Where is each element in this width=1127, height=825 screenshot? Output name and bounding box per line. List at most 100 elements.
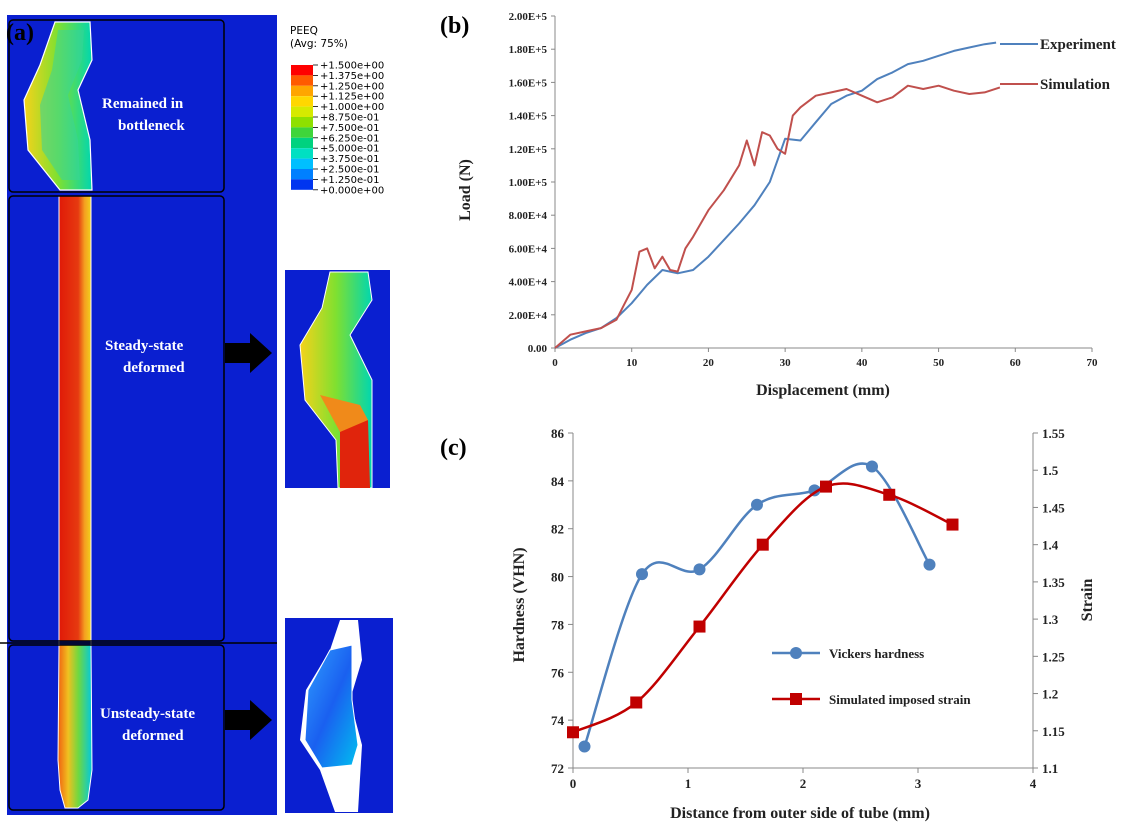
x-tick-label: 60 — [1010, 357, 1022, 369]
y2-tick-label: 1.1 — [1042, 761, 1058, 776]
data-point-simulated-imposed-strain — [820, 480, 832, 493]
data-point-vickers-hardness — [636, 568, 648, 581]
chart-c-y2-title: Strain — [1079, 579, 1096, 622]
y2-tick-label: 1.2 — [1042, 687, 1058, 702]
data-point-vickers-hardness — [751, 498, 763, 511]
region-box-unsteady — [8, 644, 225, 811]
x-tick-label: 2 — [800, 776, 807, 791]
chart-c-y-title: Hardness (VHN) — [511, 547, 528, 662]
steady-state-rod — [59, 196, 91, 641]
y-tick-label: 1.40E+5 — [509, 111, 548, 123]
legend-label-hardness: Vickers hardness — [829, 646, 924, 661]
x-tick-label: 20 — [703, 357, 715, 369]
y-tick-label: 0.00 — [528, 343, 548, 355]
inset-unsteady-shape — [304, 644, 359, 769]
legend-value: +0.000e+00 — [320, 185, 384, 196]
y2-tick-label: 1.25 — [1042, 649, 1065, 664]
legend-color-swatch — [291, 106, 313, 117]
y-tick-label: 4.00E+4 — [509, 277, 548, 289]
data-point-vickers-hardness — [693, 563, 706, 576]
y2-tick-label: 1.45 — [1042, 500, 1065, 515]
legend-label-strain: Simulated imposed strain — [829, 692, 971, 707]
legend-color-swatch — [291, 137, 313, 149]
legend-title-line1: PEEQ — [290, 25, 318, 37]
y-tick-label: 80 — [551, 570, 564, 585]
legend-color-swatch — [291, 65, 313, 76]
data-point-simulated-imposed-strain — [630, 696, 643, 709]
legend-value: +8.750e-01 — [320, 113, 380, 124]
legend-color-swatch — [291, 117, 313, 128]
legend-value: +1.000e+00 — [320, 102, 384, 113]
x-tick-label: 50 — [933, 357, 945, 369]
region-label-steady-2: deformed — [123, 360, 185, 376]
legend-color-swatch — [291, 148, 313, 159]
arrow-unsteady — [225, 700, 272, 740]
y-tick-label: 1.80E+5 — [509, 44, 548, 56]
y-tick-label: 86 — [551, 426, 565, 441]
region-label-bottleneck-2: bottleneck — [118, 118, 185, 134]
chart-b-ticks: 0 10 20 30 40 50 60 70 0.00 2.00E+4 4.00E+4 6.00E+4… — [509, 11, 1098, 369]
y2-tick-label: 1.15 — [1042, 724, 1065, 739]
y-tick-label: 76 — [551, 665, 565, 680]
y2-tick-label: 1.35 — [1042, 575, 1065, 590]
y-tick-label: 74 — [551, 713, 565, 728]
legend-color-swatch — [291, 85, 313, 97]
legend-swatch-strain-marker — [790, 693, 802, 705]
panel-b: (b) 0 10 20 30 40 50 60 70 0.00 2.00E+4 4.00E+4 6.0… — [440, 11, 1116, 399]
inset-steady-hot-zone — [340, 420, 370, 488]
legend-value: +1.250e-01 — [320, 175, 380, 186]
panel-a-label: (a) — [6, 20, 34, 46]
series-line-simulation — [554, 84, 1001, 349]
legend-color-swatch — [291, 158, 313, 169]
legend-value: +1.500e+00 — [320, 61, 384, 72]
region-label-unsteady-2: deformed — [122, 728, 184, 744]
legend-value: +6.250e-01 — [320, 133, 380, 144]
y-tick-label: 2.00E+5 — [509, 11, 548, 23]
y-tick-label: 82 — [551, 522, 564, 537]
legend-color-swatch — [291, 127, 313, 138]
region-label-bottleneck-1: Remained in — [102, 96, 184, 112]
region-box-steady — [8, 195, 225, 642]
panel-c-label: (c) — [440, 435, 467, 461]
legend-swatch-hardness-marker — [790, 647, 802, 659]
data-point-simulated-imposed-strain — [883, 488, 896, 501]
data-point-simulated-imposed-strain — [756, 538, 769, 551]
legend-color-swatch — [291, 169, 313, 180]
legend-color-swatch — [291, 75, 313, 86]
y-tick-label: 72 — [551, 761, 564, 776]
x-tick-label: 30 — [780, 357, 792, 369]
chart-b-label-experiment: Experiment — [1040, 37, 1116, 53]
legend-value: +5.000e-01 — [320, 144, 380, 155]
chart-b-x-title: Displacement (mm) — [756, 382, 890, 399]
chart-c-legend: Vickers hardness Simulated imposed strai… — [772, 646, 971, 707]
panel-c: (c) 0 1 2 3 4 72 74 76 78 80 82 84 86 1.1 1.15 1.2 1.25 1… — [440, 426, 1096, 822]
legend-color-swatch — [291, 179, 313, 190]
region-label-steady-1: Steady-state — [105, 338, 184, 354]
data-point-vickers-hardness — [923, 558, 936, 571]
data-point-vickers-hardness — [578, 740, 591, 753]
legend-value: +1.250e+00 — [320, 81, 384, 92]
chart-c-series — [567, 460, 959, 753]
chart-b-series — [554, 41, 1001, 349]
y-tick-label: 1.20E+5 — [509, 144, 548, 156]
legend-value: +1.125e+00 — [320, 92, 384, 103]
panel-a: (a) Remained in bottleneck Steady-state … — [0, 15, 403, 815]
y-tick-label: 2.00E+4 — [509, 310, 548, 322]
data-point-simulated-imposed-strain — [567, 726, 579, 739]
unsteady-rod-shape — [57, 644, 93, 809]
legend-value: +3.750e-01 — [320, 154, 380, 165]
y-tick-label: 1.60E+5 — [509, 77, 548, 89]
data-point-simulated-imposed-strain — [946, 518, 959, 531]
x-tick-label: 0 — [552, 357, 558, 369]
legend-value: +2.500e-01 — [320, 165, 380, 176]
region-box-bottleneck — [8, 19, 225, 193]
inset-steady-warm-zone — [320, 395, 368, 432]
panel-b-label: (b) — [440, 13, 469, 39]
y-tick-label: 8.00E+4 — [509, 210, 548, 222]
legend-color-swatch — [291, 96, 313, 107]
legend-entries: +1.500e+00+1.375e+00+1.250e+00+1.125e+00… — [291, 61, 384, 196]
chart-c-ticks: 0 1 2 3 4 72 74 76 78 80 82 84 86 1.1 1.15 1.2 1.25 1.3 1.… — [551, 426, 1065, 791]
y2-tick-label: 1.3 — [1042, 612, 1059, 627]
y-tick-label: 84 — [551, 474, 565, 489]
